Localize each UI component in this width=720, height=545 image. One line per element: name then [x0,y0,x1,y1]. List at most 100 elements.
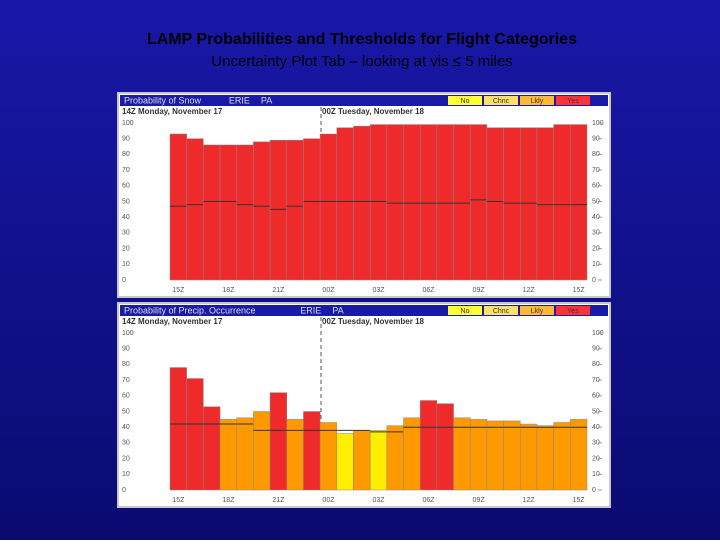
bar [303,138,321,281]
y-tick-label: 10 [122,471,130,478]
y2-tick-label: 100 [592,120,604,127]
y2-tick-label: 10 [592,261,600,268]
bar [436,124,454,281]
location: ERIE [229,95,250,105]
y2-tick-label: 40 [592,424,600,431]
bar [536,127,554,281]
x-tick-label: 18Z [222,287,235,294]
y2-tick-label: 30 [592,440,600,447]
bar [353,430,371,491]
y-tick-label: 60 [122,393,130,400]
legend-swatch [484,96,518,105]
y-tick-label: 60 [122,183,130,190]
bar [419,124,438,281]
y-tick-label: 40 [122,214,130,221]
bar [553,422,571,491]
bar [553,124,571,281]
x-tick-label: 09Z [473,497,486,504]
bar [169,133,187,281]
x-tick-label: 18Z [222,497,235,504]
bar [486,127,504,281]
y-tick-label: 30 [122,230,130,237]
x-tick-label: 21Z [272,287,285,294]
y-tick-label: 100 [122,120,134,127]
y-tick-label: 50 [122,198,130,205]
slide-title: LAMP Probabilities and Thresholds for Fl… [147,31,577,48]
x-tick-label: 15Z [573,497,586,504]
y2-tick-label: 70 [592,377,600,384]
bar [570,124,588,281]
panel-title: Probability of Precip. Occurrence [124,305,256,315]
y-tick-label: 70 [122,167,130,174]
legend-label: Lkly [531,308,544,315]
x-tick-label: 06Z [423,497,436,504]
y-tick-label: 70 [122,377,130,384]
date-label: 14Z Monday, November 17 [122,107,223,116]
y2-tick-label: 90 [592,346,600,353]
bar [536,425,554,491]
y2-tick-label: 0 [592,487,596,494]
x-tick-label: 00Z [322,497,335,504]
bar [236,144,254,281]
legend-label: Chnc [493,308,510,315]
legend-label: Yes [567,98,579,105]
y-tick-label: 50 [122,408,130,415]
y2-tick-label: 80 [592,361,600,368]
y-tick-label: 30 [122,440,130,447]
y2-tick-label: 80 [592,151,600,158]
bar [436,403,454,491]
bar [520,423,538,491]
x-tick-label: 09Z [473,287,486,294]
x-tick-label: 03Z [372,497,385,504]
legend-swatch [520,306,554,315]
bar [403,124,421,281]
legend-label: Yes [567,308,579,315]
y-tick-label: 90 [122,346,130,353]
bar [486,420,504,491]
y2-tick-label: 50 [592,408,600,415]
y-tick-label: 0 [122,487,126,494]
bar [236,417,254,491]
x-tick-label: 15Z [573,287,586,294]
legend-swatch [448,96,482,105]
legend-swatch [484,306,518,315]
x-tick-label: 21Z [272,497,285,504]
bar [469,124,488,281]
bar [386,425,404,491]
bar [203,144,221,281]
date-label: 00Z Tuesday, November 18 [322,107,425,116]
x-tick-label: 06Z [423,287,436,294]
bar [253,141,271,281]
y-tick-label: 40 [122,424,130,431]
bar [319,133,338,281]
y2-tick-label: 50 [592,198,600,205]
bar [219,144,237,281]
y2-tick-label: 60 [592,183,600,190]
bar [169,367,187,491]
legend-swatch [556,96,590,105]
bar [253,411,271,491]
legend-swatch [556,306,590,315]
y-tick-label: 80 [122,361,130,368]
bar [453,124,471,281]
bar [303,411,321,491]
y2-tick-label: 10 [592,471,600,478]
slide-subtitle: Uncertainty Plot Tab – looking at vis ≤ … [211,53,512,70]
legend-label: No [461,98,470,105]
bar [336,127,354,281]
y-tick-label: 90 [122,136,130,143]
y-tick-label: 100 [122,330,134,337]
bar [186,138,204,281]
bar [403,417,421,491]
y2-tick-label: 70 [592,167,600,174]
y2-tick-label: 20 [592,455,600,462]
bar [219,419,237,491]
bar [469,419,488,491]
y2-tick-label: 90 [592,136,600,143]
bar [286,140,304,281]
date-label: 14Z Monday, November 17 [122,317,223,326]
x-tick-label: 15Z [172,287,185,294]
x-tick-label: 15Z [172,497,185,504]
bar [503,420,521,491]
